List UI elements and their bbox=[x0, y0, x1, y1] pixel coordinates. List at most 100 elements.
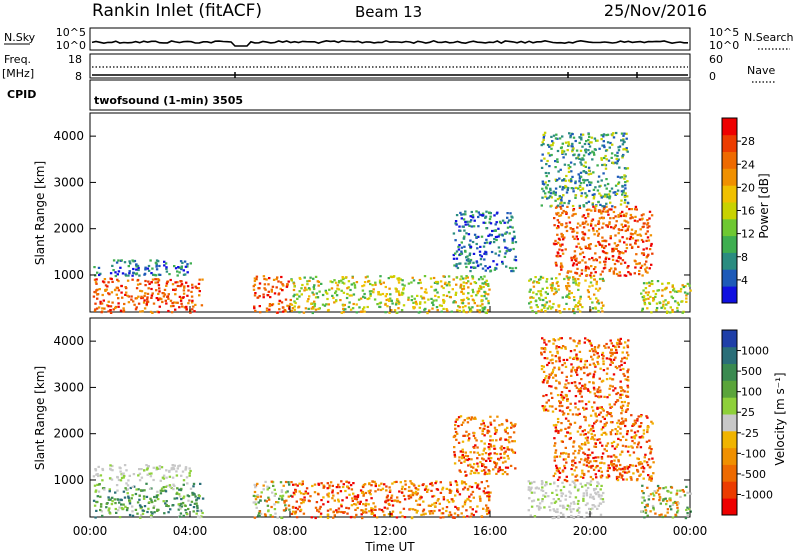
velocity-cell bbox=[587, 431, 590, 434]
power-cell bbox=[598, 256, 601, 259]
velocity-cell bbox=[598, 438, 601, 441]
power-cell bbox=[460, 217, 463, 220]
velocity-cell bbox=[597, 346, 600, 349]
velocity-cell bbox=[198, 509, 202, 513]
velocity-cell bbox=[284, 480, 288, 484]
velocity-cell bbox=[267, 486, 271, 489]
power-cell bbox=[497, 246, 501, 249]
velocity-cell bbox=[463, 486, 467, 489]
power-cell bbox=[183, 285, 186, 288]
velocity-cell bbox=[558, 360, 561, 363]
power-cell bbox=[186, 285, 190, 288]
power-cell bbox=[176, 284, 180, 288]
velocity-cell bbox=[453, 512, 457, 515]
power-cell bbox=[289, 298, 292, 302]
velocity-cell bbox=[602, 431, 605, 435]
velocity-cell bbox=[610, 461, 613, 464]
power-cell bbox=[583, 179, 587, 182]
velocity-cell bbox=[562, 485, 566, 488]
power-cell bbox=[379, 275, 382, 278]
power-cell bbox=[288, 307, 291, 310]
power-cell bbox=[460, 299, 463, 302]
power-cell bbox=[649, 295, 652, 298]
velocity-cell bbox=[601, 426, 605, 429]
power-cell bbox=[569, 227, 572, 230]
velocity-cell bbox=[309, 495, 312, 498]
power-cell bbox=[511, 241, 514, 244]
velocity-cell bbox=[555, 379, 558, 382]
power-cell bbox=[568, 308, 571, 311]
velocity-cell bbox=[374, 505, 377, 508]
power-cell bbox=[639, 228, 642, 231]
velocity-cell bbox=[500, 445, 503, 448]
power-cell bbox=[443, 300, 446, 303]
velocity-cell bbox=[475, 439, 478, 442]
velocity-cell bbox=[108, 490, 111, 493]
power-cell bbox=[176, 274, 179, 277]
velocity-cell bbox=[396, 496, 399, 499]
power-cell bbox=[655, 307, 659, 310]
power-cell bbox=[545, 163, 548, 166]
power-cell bbox=[556, 233, 559, 236]
power-cell bbox=[367, 280, 370, 283]
power-cell bbox=[345, 296, 349, 300]
power-cell bbox=[384, 295, 387, 298]
power-cell bbox=[361, 307, 365, 311]
power-cell bbox=[465, 265, 468, 269]
velocity-cell bbox=[569, 508, 572, 511]
power-cell bbox=[630, 246, 634, 249]
velocity-cell bbox=[649, 452, 652, 455]
power-cell bbox=[456, 309, 459, 312]
velocity-cell bbox=[434, 501, 438, 505]
power-cell bbox=[282, 284, 285, 287]
velocity-cell bbox=[547, 361, 551, 364]
power-cell bbox=[551, 284, 554, 287]
power-cell bbox=[550, 153, 553, 157]
power-cell bbox=[553, 287, 556, 290]
velocity-cell bbox=[483, 466, 487, 469]
velocity-cell bbox=[596, 352, 599, 355]
velocity-cell bbox=[506, 446, 509, 449]
power-cell bbox=[608, 146, 611, 149]
velocity-cell bbox=[642, 432, 646, 435]
power-cell bbox=[570, 145, 573, 148]
velocity-cell bbox=[424, 512, 427, 515]
power-cell bbox=[330, 287, 334, 290]
velocity-cell bbox=[480, 423, 483, 426]
velocity-cell bbox=[162, 474, 166, 477]
power-cell bbox=[350, 283, 353, 286]
power-cell bbox=[587, 166, 591, 169]
velocity-cell bbox=[603, 344, 606, 348]
power-cell bbox=[351, 307, 355, 310]
power-cell bbox=[638, 273, 641, 276]
power-cell bbox=[565, 287, 568, 290]
velocity-cell bbox=[253, 490, 257, 494]
power-cell bbox=[560, 201, 563, 204]
power-cell bbox=[547, 172, 550, 175]
velocity-cell bbox=[108, 488, 111, 491]
velocity-cell bbox=[557, 430, 560, 433]
velocity-cell bbox=[534, 487, 538, 490]
power-cell bbox=[485, 283, 488, 286]
power-cell bbox=[573, 250, 577, 253]
velocity-cell bbox=[619, 473, 622, 476]
power-cell bbox=[123, 302, 126, 306]
velocity-cell bbox=[574, 496, 578, 499]
velocity-cell bbox=[592, 373, 596, 376]
velocity-cell bbox=[476, 446, 479, 449]
power-cell bbox=[559, 214, 563, 217]
power-cell bbox=[117, 259, 120, 262]
power-cell bbox=[617, 182, 620, 185]
velocity-cell bbox=[573, 349, 576, 352]
x-tick-label: 16:00 bbox=[473, 524, 508, 538]
power-cell bbox=[546, 292, 549, 295]
power-cell bbox=[466, 220, 469, 223]
velocity-cell bbox=[685, 508, 688, 512]
velocity-cell bbox=[370, 497, 373, 500]
power-cell bbox=[555, 282, 559, 285]
velocity-cell bbox=[569, 337, 572, 340]
power-cell bbox=[484, 292, 487, 295]
power-cell bbox=[401, 292, 405, 295]
power-cell bbox=[452, 253, 455, 257]
velocity-cell bbox=[570, 381, 574, 385]
